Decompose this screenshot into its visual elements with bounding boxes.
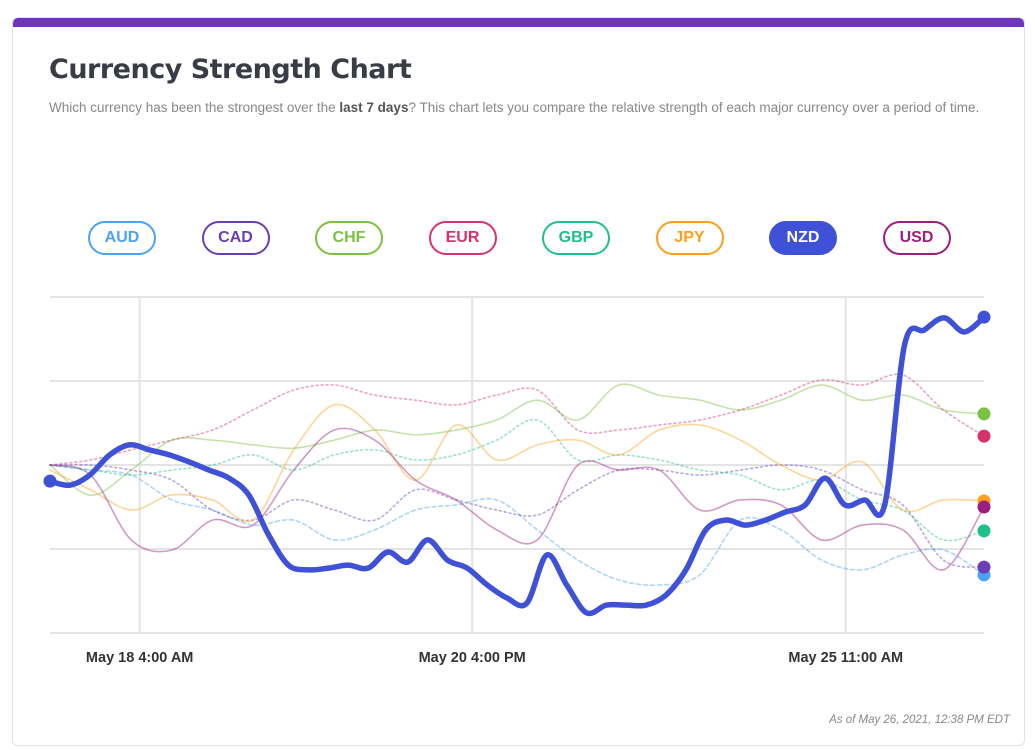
description-text: Which currency has been the strongest ov… <box>49 100 340 115</box>
currency-toggle-chf[interactable]: CHF <box>315 221 383 255</box>
series-line-eur <box>49 373 985 466</box>
currency-toggle-nzd[interactable]: NZD <box>769 221 837 255</box>
series-end-dot-chf <box>977 407 991 421</box>
series-line-chf <box>49 383 985 497</box>
description: Which currency has been the strongest ov… <box>49 94 989 122</box>
description-bold: last 7 days <box>339 100 409 115</box>
x-tick-label: May 20 4:00 PM <box>419 650 526 666</box>
currency-toggle-gbp[interactable]: GBP <box>542 221 610 255</box>
currency-toggle-cad[interactable]: CAD <box>201 221 270 255</box>
series-line-nzd <box>47 314 987 617</box>
timestamp: As of May 26, 2021, 12:38 PM EDT <box>829 714 1010 726</box>
x-tick-label: May 25 11:00 AM <box>788 650 903 666</box>
series-line-usd <box>49 427 985 571</box>
series-line-gbp <box>49 418 985 542</box>
series-end-dot-nzd <box>977 310 991 324</box>
series-end-dot-usd <box>977 500 991 514</box>
currency-toggle-usd[interactable]: USD <box>882 221 951 255</box>
accent-bar <box>13 18 1024 27</box>
series-line-cad <box>49 463 985 568</box>
currency-toggle-eur[interactable]: EUR <box>428 221 497 255</box>
currency-toggle-aud[interactable]: AUD <box>88 221 156 255</box>
page-title: Currency Strength Chart <box>49 54 412 85</box>
series-line-aud <box>49 464 985 586</box>
x-tick-label: May 18 4:00 AM <box>86 650 193 666</box>
series-end-dot-eur <box>977 429 991 443</box>
series-end-dot-gbp <box>977 524 991 538</box>
series-end-dot-cad <box>977 560 991 574</box>
series-start-dot-nzd <box>43 474 57 488</box>
description-text-end: ? This chart lets you compare the relati… <box>408 100 980 115</box>
currency-toggle-jpy[interactable]: JPY <box>655 221 724 255</box>
